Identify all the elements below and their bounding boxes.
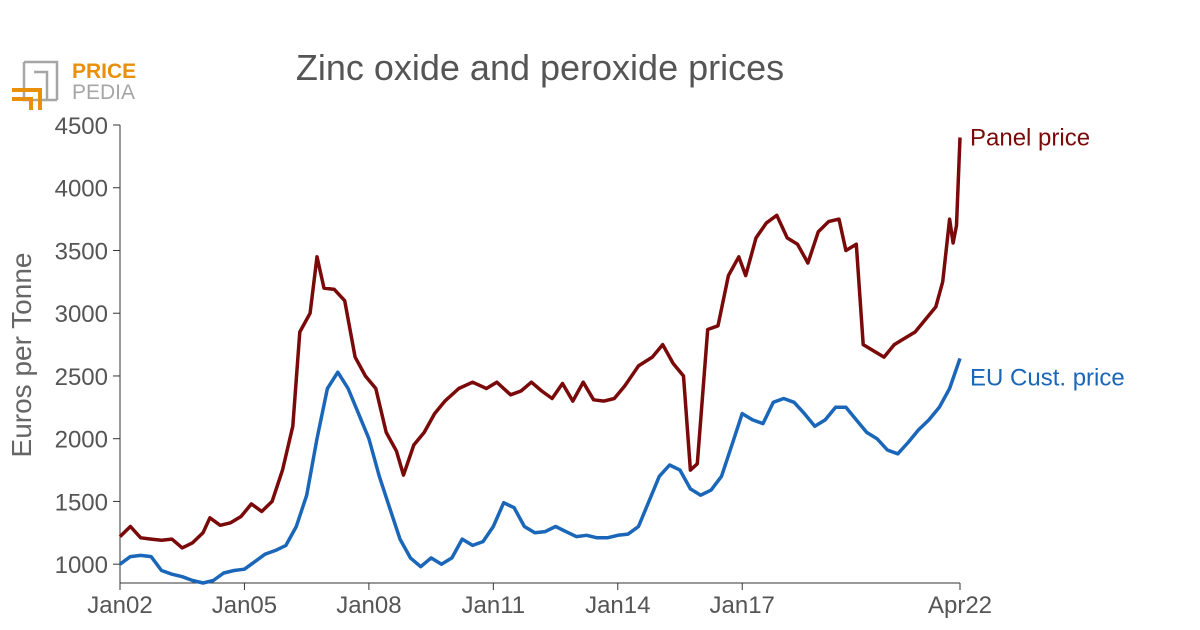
panel-price-line [118,137,962,550]
eu-cust-price-label: EU Cust. price [970,364,1125,391]
y-tick-label: 1500 [55,489,108,516]
series-lines [118,137,962,585]
x-tick-label: Jan14 [585,592,650,619]
y-axis-label: Euros per Tonne [6,253,37,458]
x-tick-label: Apr22 [928,592,992,619]
logo-text-pedia: PEDIA [72,81,135,104]
logo-mark-orange-inner [12,97,33,110]
axes [119,125,960,584]
y-tick-label: 2000 [55,427,108,454]
x-tick-label: Jan02 [87,592,152,619]
x-tick-label: Jan17 [710,592,775,619]
y-tick-label: 4000 [55,176,108,203]
y-tick-label: 4500 [55,113,108,140]
logo-mark-orange [12,88,42,110]
logo-text-price: PRICE [72,60,136,83]
x-tick-label: Jan11 [462,592,526,619]
pricepedia-logo: PRICE PEDIA [12,60,136,110]
logo-mark-gray-inner [34,70,49,100]
y-tick-label: 2500 [55,364,108,391]
panel-price-label: Panel price [970,125,1090,152]
series-labels: Panel price EU Cust. price [970,125,1125,392]
x-ticks: Jan02 Jan05 Jan08 Jan11 Jan14 Jan17 Apr22 [87,583,992,619]
x-tick-label: Jan08 [336,592,401,619]
chart-title: Zinc oxide and peroxide prices [296,47,784,88]
y-tick-label: 3000 [55,301,108,328]
y-tick-label: 3500 [55,238,108,265]
eu-cust-price-line [118,357,962,585]
x-tick-label: Jan05 [212,592,277,619]
y-ticks: 1000 1500 2000 2500 3000 3500 4000 4500 [55,113,120,579]
y-tick-label: 1000 [55,552,108,579]
